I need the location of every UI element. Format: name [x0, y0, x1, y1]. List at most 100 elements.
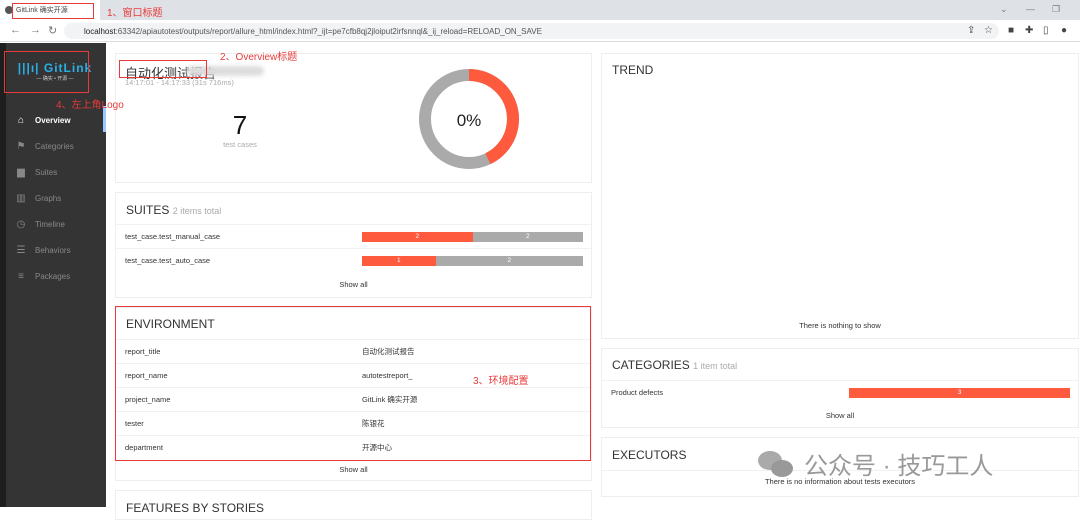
categories-show-all[interactable]: Show all: [825, 411, 855, 420]
url-input[interactable]: localhost:63342/apiautotest/outputs/repo…: [64, 23, 999, 39]
other-count: 2: [507, 257, 512, 264]
categories-card: CATEGORIES 1 item total Product defects …: [601, 348, 1079, 428]
blurred-text: [186, 66, 264, 76]
sidebar-item-suites[interactable]: ▆ Suites: [14, 162, 57, 182]
env-value: autotestreport_: [362, 371, 413, 380]
failed-count: 1: [397, 257, 401, 264]
annotation-box-title: [12, 3, 94, 19]
donut-chart: 0%: [419, 69, 519, 169]
environment-row: department 开源中心: [116, 435, 591, 459]
env-key: report_title: [125, 347, 161, 356]
active-indicator: [103, 106, 106, 132]
env-value: 开源中心: [362, 443, 392, 452]
bar-chart-icon: ▥: [16, 192, 26, 204]
env-key: tester: [125, 419, 144, 428]
suite-status-bar: 1 2: [362, 255, 583, 266]
list-icon: ☰: [16, 244, 26, 256]
environment-row: project_name GitLink 确实开源: [116, 387, 591, 411]
sidebar-item-label: Packages: [35, 271, 71, 281]
sidebar-item-label: Categories: [35, 141, 74, 151]
environment-show-all[interactable]: Show all: [339, 465, 368, 474]
suite-other-segment: 2: [472, 231, 583, 242]
browser-tab[interactable]: GitLink 确实开源: [0, 0, 100, 20]
category-row[interactable]: Product defects 3: [602, 380, 1078, 404]
puzzle-icon[interactable]: ✚: [1025, 25, 1034, 36]
executors-title: EXECUTORS: [612, 448, 687, 462]
sidebar-item-label: Overview: [35, 115, 71, 125]
annotation-1: 1、窗口标题: [107, 8, 163, 19]
chevron-down-icon[interactable]: ⌄: [1000, 4, 1008, 14]
extension-icon[interactable]: ■: [1008, 25, 1015, 36]
suite-row[interactable]: test_case.test_manual_case 2 2: [116, 224, 591, 248]
category-bar: 3: [849, 387, 1070, 398]
categories-subtitle: 1 item total: [693, 361, 738, 371]
annotation-2: 2、Overview标题: [220, 52, 298, 63]
run-time: 14:17:01 - 14:17:33 (31s 716ms): [125, 78, 234, 87]
sidebar-item-overview[interactable]: ⌂ Overview: [14, 110, 71, 130]
overview-card: 自动化测试报告 14:17:01 - 14:17:33 (31s 716ms) …: [115, 53, 592, 183]
sidebar-item-packages[interactable]: ≡ Packages: [14, 266, 70, 286]
align-left-icon: ≡: [18, 270, 24, 282]
suites-title: SUITES: [126, 203, 170, 217]
trend-empty: There is nothing to show: [799, 321, 881, 330]
sidebar: |||ı| GitLink — 确实 • 开源 — ⌂ Overview ⚑ Cate…: [0, 43, 106, 507]
donut-failed: [419, 69, 519, 169]
sidebar-item-timeline[interactable]: ◷ Timeline: [14, 214, 65, 234]
environment-row: report_title 自动化测试报告: [116, 339, 591, 363]
executors-card: EXECUTORS There is no information about …: [601, 437, 1079, 497]
back-icon[interactable]: ←: [10, 24, 21, 36]
test-count: 7: [232, 110, 248, 140]
features-title: FEATURES BY STORIES: [126, 501, 265, 515]
env-key: department: [125, 443, 163, 452]
sidebar-item-label: Graphs: [35, 193, 62, 203]
sidebar-item-graphs[interactable]: ▥ Graphs: [14, 188, 61, 208]
category-count: 3: [957, 389, 962, 396]
annotation-3: 3、环境配置: [473, 376, 529, 387]
env-key: project_name: [125, 395, 171, 404]
star-icon[interactable]: ☆: [984, 25, 993, 36]
logo-sub: — 确实 • 开源 —: [36, 75, 74, 82]
flag-icon: ⚑: [16, 140, 26, 152]
restore-icon[interactable]: ❐: [1052, 4, 1061, 14]
gitlink-logo[interactable]: |||ı| GitLink — 确实 • 开源 —: [17, 60, 93, 82]
env-value: GitLink 确实开源: [362, 395, 418, 404]
reload-icon[interactable]: ↻: [48, 25, 58, 37]
clock-icon: ◷: [16, 218, 26, 230]
logo-text: GitLink: [43, 60, 93, 75]
features-card: FEATURES BY STORIES: [115, 490, 592, 520]
environment-row: report_name autotestreport_: [116, 363, 591, 387]
minimize-icon[interactable]: —: [1026, 4, 1035, 14]
suite-failed-segment: 1: [362, 255, 436, 266]
sidebar-item-categories[interactable]: ⚑ Categories: [14, 136, 74, 156]
profile-icon[interactable]: ●: [1061, 25, 1068, 36]
suite-other-segment: 2: [435, 255, 583, 266]
suites-show-all[interactable]: Show all: [339, 280, 368, 289]
forward-icon[interactable]: →: [30, 24, 41, 36]
environment-row: tester 陈银花: [116, 411, 591, 435]
env-value: 自动化测试报告: [362, 347, 415, 356]
url-host: localhost: [84, 26, 116, 36]
sidebar-item-behaviors[interactable]: ☰ Behaviors: [14, 240, 71, 260]
suite-row[interactable]: test_case.test_auto_case 1 2: [116, 248, 591, 272]
globe-icon: [5, 6, 13, 14]
annotation-4: 4、左上角Logo: [56, 100, 124, 111]
wechat-icon: [758, 450, 794, 477]
suites-subtitle: 2 items total: [172, 206, 222, 216]
donut-percent: 0%: [457, 111, 482, 130]
watermark-text: 公众号 · 技巧工人: [804, 453, 994, 480]
executors-empty: There is no information about tests exec…: [764, 477, 916, 486]
env-value: 陈银花: [362, 419, 385, 428]
sidebar-item-label: Timeline: [35, 219, 65, 229]
watermark: 公众号 · 技巧工人: [758, 446, 993, 481]
suites-card: SUITES 2 items total test_case.test_manu…: [115, 192, 592, 298]
share-icon[interactable]: ⇪: [967, 25, 976, 36]
sidebar-item-label: Behaviors: [35, 245, 71, 255]
suite-status-bar: 2 2: [362, 231, 583, 242]
environment-card: ENVIRONMENT report_title 自动化测试报告 report_na…: [115, 307, 592, 481]
suite-name: test_case.test_auto_case: [125, 256, 211, 265]
sidepanel-icon[interactable]: ▯: [1043, 25, 1049, 36]
annotation-box-logo: [4, 51, 89, 93]
category-name: Product defects: [611, 388, 664, 397]
categories-title: CATEGORIES: [612, 358, 690, 372]
address-bar-row: ← → ↻ localhost:63342/apiautotest/output…: [0, 20, 1080, 42]
